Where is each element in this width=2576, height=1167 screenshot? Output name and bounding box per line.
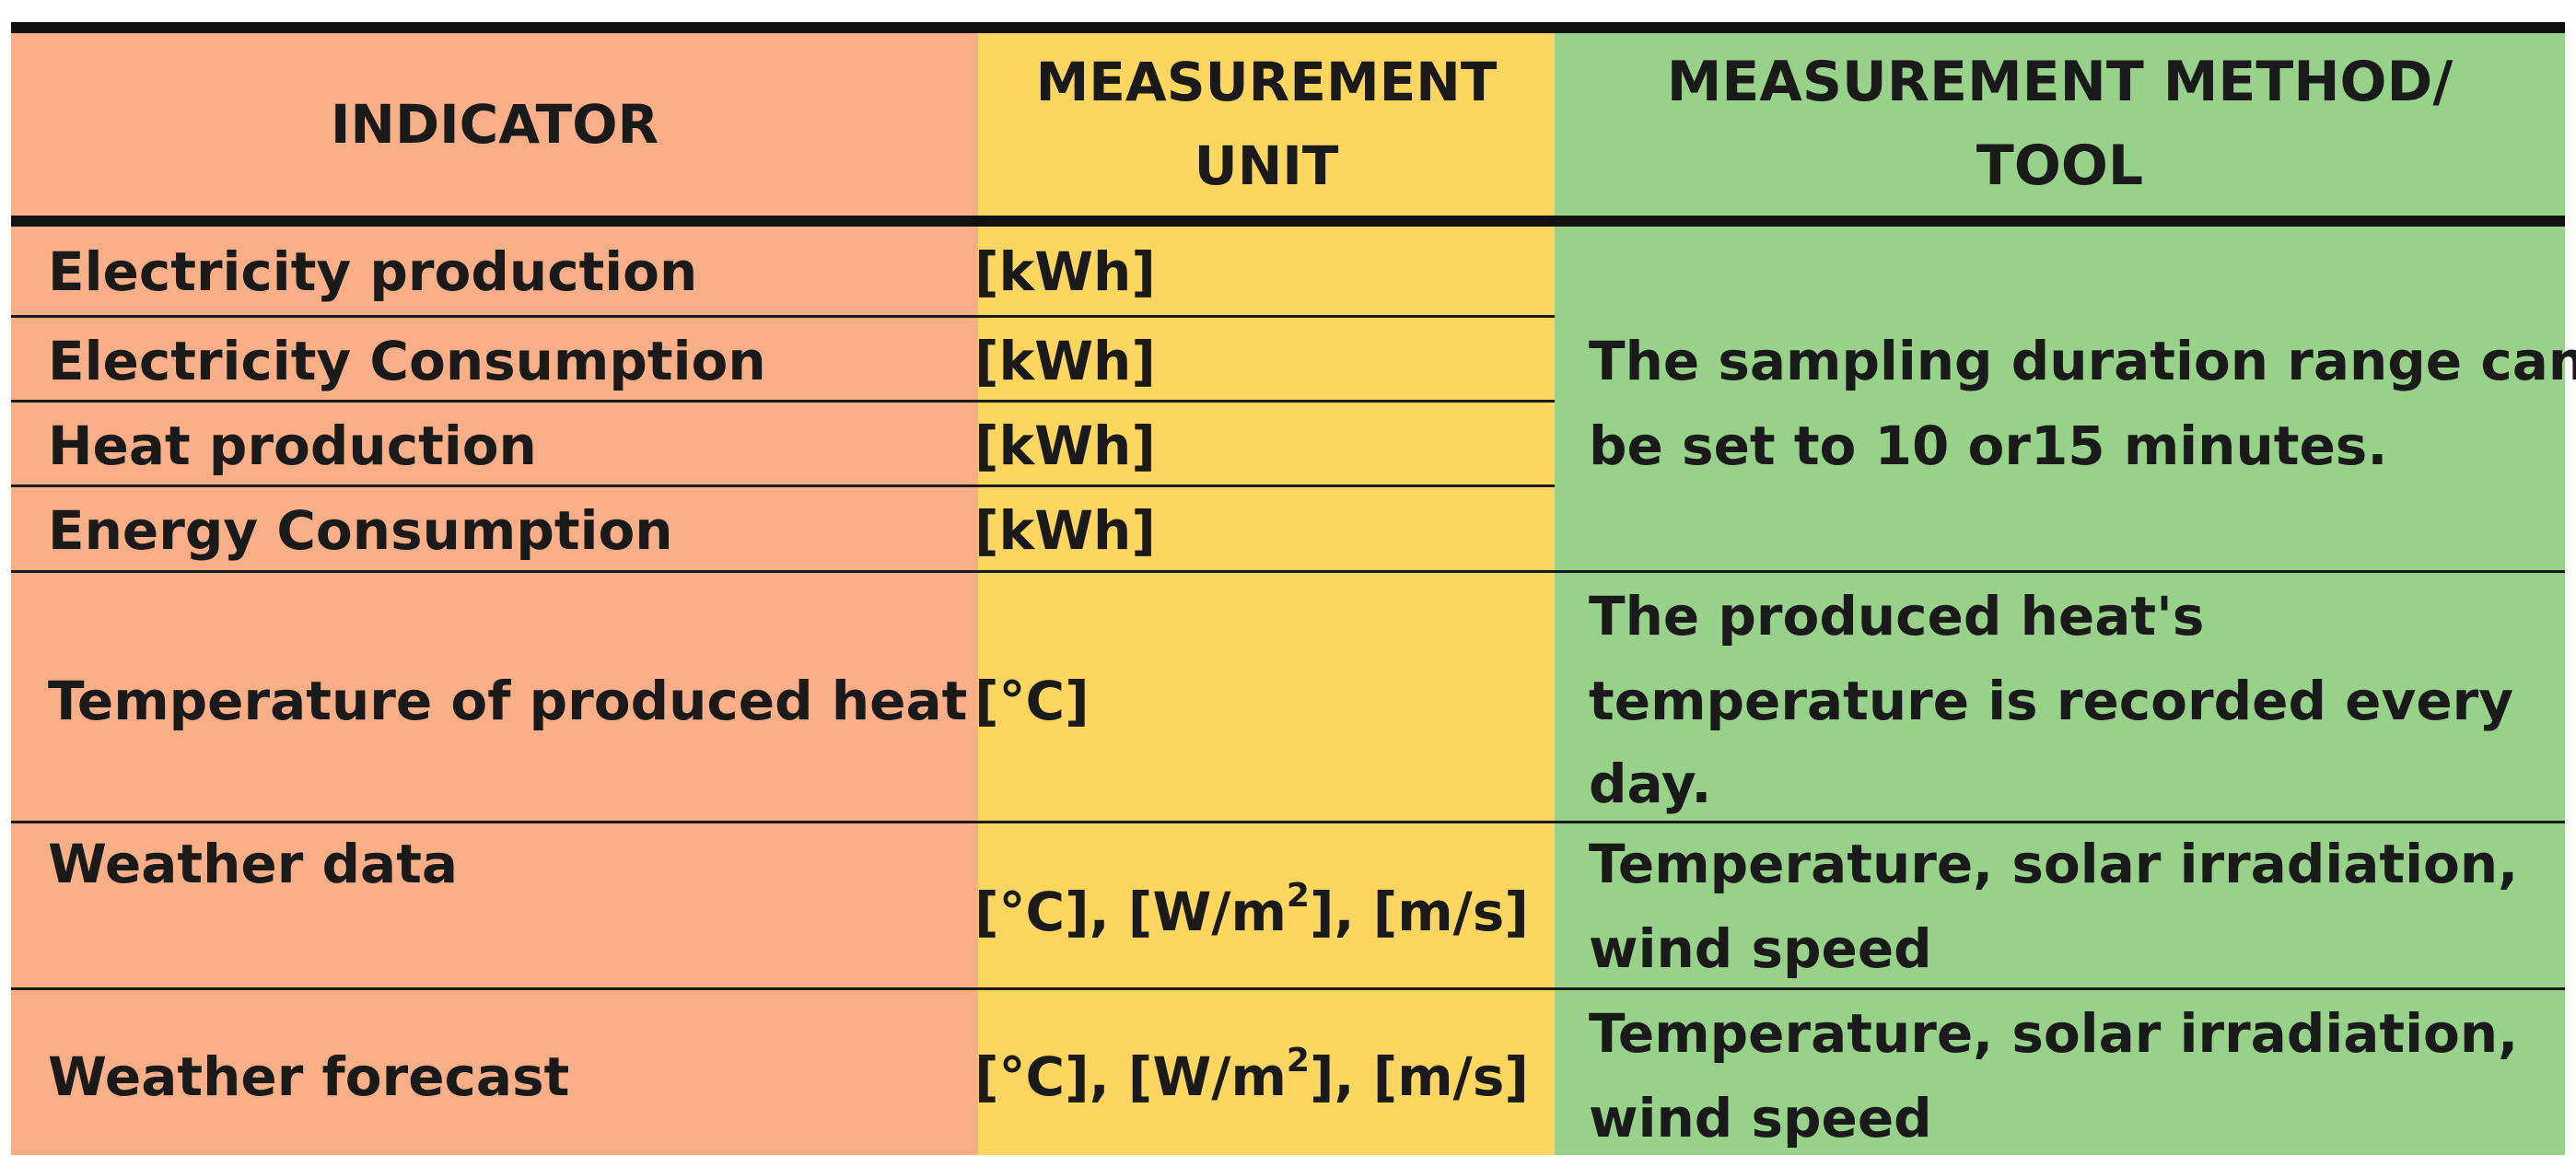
unit-weather-data-post: ], [m/s] xyxy=(1309,881,1529,943)
row-divider xyxy=(11,570,2565,573)
unit-weather-data-sup: 2 xyxy=(1286,876,1310,915)
unit-weather-forecast-sup: 2 xyxy=(1286,1041,1310,1079)
header-method-line1: MEASUREMENT METHOD/ xyxy=(1666,50,2454,114)
table-top-border xyxy=(11,22,2565,33)
header-indicator-label: INDICATOR xyxy=(330,92,659,156)
row-divider xyxy=(11,987,2565,990)
method-weather-forecast-line2: wind speed xyxy=(1589,1087,1932,1149)
row-divider xyxy=(11,484,1555,487)
indicator-electricity-production: Electricity production xyxy=(48,240,698,303)
indicator-temperature-produced-heat: Temperature of produced heat xyxy=(48,670,968,732)
method-temp-line2: temperature is recorded every xyxy=(1589,670,2514,732)
indicator-weather-forecast: Weather forecast xyxy=(48,1045,570,1108)
header-unit: MEASUREMENT UNIT xyxy=(978,33,1555,216)
method-sampling-line1: The sampling duration range can xyxy=(1589,330,2576,392)
method-weather-data-line1: Temperature, solar irradiation, xyxy=(1589,833,2519,895)
unit-weather-forecast-post: ], [m/s] xyxy=(1309,1045,1529,1108)
method-sampling-line2: be set to 10 or15 minutes. xyxy=(1589,414,2388,477)
row-divider xyxy=(11,315,1555,318)
method-weather-forecast-line1: Temperature, solar irradiation, xyxy=(1589,1002,2519,1065)
indicator-heat-production: Heat production xyxy=(48,414,537,477)
indicator-weather-data: Weather data xyxy=(48,833,459,895)
indicator-electricity-consumption: Electricity Consumption xyxy=(48,330,766,392)
indicator-energy-consumption: Energy Consumption xyxy=(48,499,673,562)
row-divider xyxy=(11,400,1555,403)
method-temp-line1: The produced heat's xyxy=(1589,585,2205,648)
method-weather-data-line2: wind speed xyxy=(1589,917,1932,980)
unit-weather-forecast: [°C], [W/m2], [m/s] xyxy=(974,1035,1529,1119)
header-unit-line2: UNIT xyxy=(1194,134,1339,197)
header-bottom-border xyxy=(11,216,2565,227)
unit-energy-consumption: [kWh] xyxy=(974,499,1156,562)
unit-weather-data: [°C], [W/m2], [m/s] xyxy=(974,870,1529,954)
unit-weather-forecast-pre: [°C], [W/m xyxy=(974,1045,1287,1108)
unit-heat-production: [kWh] xyxy=(974,414,1156,477)
header-indicator: INDICATOR xyxy=(11,33,978,216)
unit-temperature-produced-heat: [°C] xyxy=(974,670,1090,732)
unit-electricity-production: [kWh] xyxy=(974,240,1156,303)
row-divider xyxy=(11,821,2565,823)
method-temp-line3: day. xyxy=(1589,753,1712,815)
unit-weather-data-pre: [°C], [W/m xyxy=(974,881,1287,943)
unit-electricity-consumption: [kWh] xyxy=(974,330,1156,392)
header-method: MEASUREMENT METHOD/ TOOL xyxy=(1555,33,2565,216)
header-unit-line1: MEASUREMENT xyxy=(1035,51,1498,113)
header-method-line2: TOOL xyxy=(1976,134,2144,198)
